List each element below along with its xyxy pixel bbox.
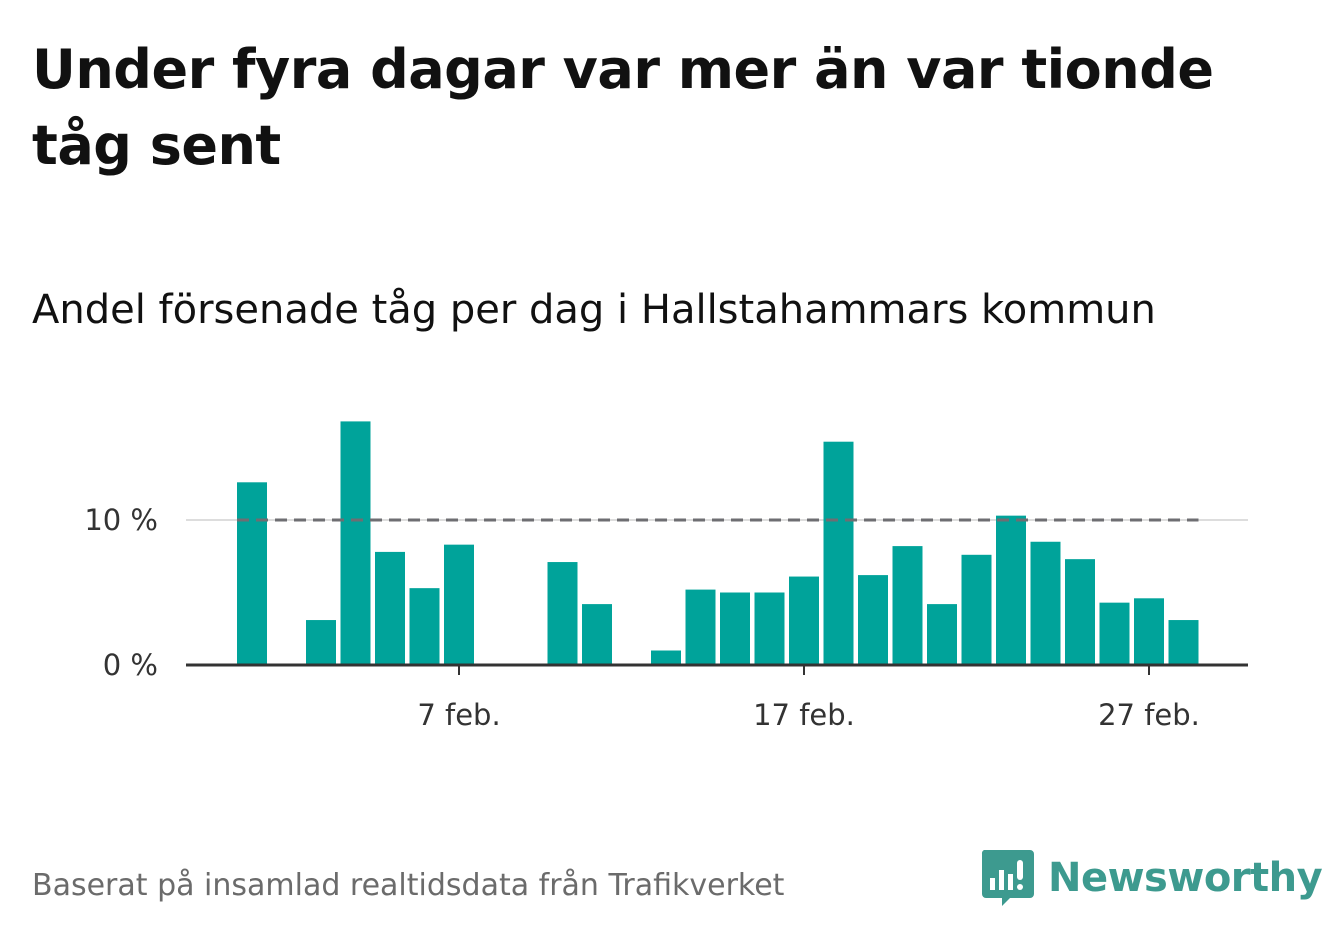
logo-text: Newsworthy [1048,855,1322,901]
bar [582,604,612,665]
bar [375,551,405,665]
chart-subtitle: Andel försenade tåg per dag i Hallstaham… [32,287,1156,333]
bar [1168,620,1199,665]
y-tick-label: 10 % [84,503,158,537]
bar [444,544,474,665]
bar [1134,598,1164,665]
bar [340,421,371,665]
bar [1099,602,1130,665]
bar-layer [237,421,1199,665]
chart-title: Under fyra dagar var mer än var tionde t… [32,38,1214,177]
bar [685,589,716,665]
bar [1065,559,1095,665]
bar [237,482,267,665]
bar [961,554,992,665]
bar [996,515,1026,665]
bar-chart: 0 % 10 % 7 feb. 17 feb. 27 feb. [84,421,1248,732]
bar [858,575,888,665]
overlay-layer [186,518,1248,675]
bar [720,592,750,665]
x-tick-label: 17 feb. [753,698,855,732]
bar [1030,541,1061,665]
bar [409,588,440,665]
bar [306,620,336,665]
bar [754,592,785,665]
y-tick-label: 0 % [103,648,158,682]
bar [892,546,923,665]
x-tick-label: 7 feb. [417,698,500,732]
bar [789,576,819,665]
bar [927,604,957,665]
label-layer: 0 % 10 % 7 feb. 17 feb. 27 feb. [84,503,1200,732]
source-note: Baserat på insamlad realtidsdata från Tr… [32,868,785,903]
bar [547,562,578,665]
newsworthy-bars-icon [981,850,1034,906]
bar [823,441,854,665]
x-tick-label: 27 feb. [1098,698,1200,732]
newsworthy-logo: Newsworthy [980,848,1322,908]
bar [651,650,681,665]
